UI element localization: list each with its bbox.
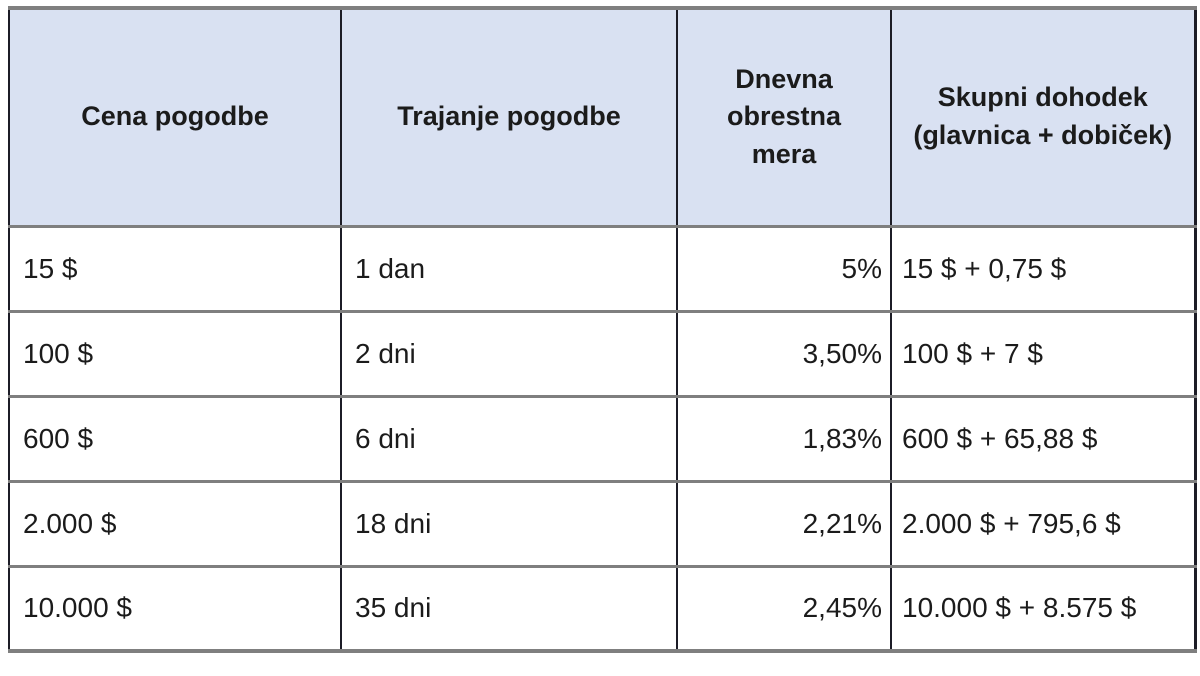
table-cell: 10.000 $ + 8.575 $ xyxy=(890,564,1196,651)
table-cell: 35 dni xyxy=(340,564,678,651)
table-cell: 18 dni xyxy=(340,479,678,566)
table-cell: 6 dni xyxy=(340,394,678,481)
table-cell: 2,45% xyxy=(676,564,892,651)
column-header-skupni-dohodek: Skupni dohodek (glavnica + dobiček) xyxy=(890,8,1196,226)
table-row: 15 $1 dan 5% 15 $ + 0,75 $ xyxy=(8,224,1196,311)
column-header-cena-pogodbe: Cena pogodbe xyxy=(8,8,342,226)
column-header-trajanje-pogodbe: Trajanje pogodbe xyxy=(340,8,678,226)
table-body: 15 $1 dan 5% 15 $ + 0,75 $100 $2 dni 3,50% 1… xyxy=(8,224,1196,651)
table-cell: 600 $ + 65,88 $ xyxy=(890,394,1196,481)
table-row: 10.000 $35 dni 2,45% 10.000 $ + 8.575 $ xyxy=(8,564,1196,651)
table-cell: 2 dni xyxy=(340,309,678,396)
table-cell: 2,21% xyxy=(676,479,892,566)
header-row: Cena pogodbe Trajanje pogodbe Dnevna obr… xyxy=(8,8,1196,226)
contract-pricing-table: Cena pogodbe Trajanje pogodbe Dnevna obr… xyxy=(8,6,1197,653)
table-cell: 600 $ xyxy=(8,394,342,481)
table-cell: 3,50% xyxy=(676,309,892,396)
table-cell: 10.000 $ xyxy=(8,564,342,651)
table-row: 100 $2 dni 3,50% 100 $ + 7 $ xyxy=(8,309,1196,396)
table-cell: 1,83% xyxy=(676,394,892,481)
page: Cena pogodbe Trajanje pogodbe Dnevna obr… xyxy=(8,6,1197,653)
column-header-dnevna-obrestna-mera: Dnevna obrestna mera xyxy=(676,8,892,226)
table-header: Cena pogodbe Trajanje pogodbe Dnevna obr… xyxy=(8,8,1196,226)
table-cell: 2.000 $ xyxy=(8,479,342,566)
table-cell: 5% xyxy=(676,224,892,311)
table-cell: 1 dan xyxy=(340,224,678,311)
table-cell: 15 $ xyxy=(8,224,342,311)
table-row: 2.000 $18 dni 2,21% 2.000 $ + 795,6 $ xyxy=(8,479,1196,566)
column-header-label: Trajanje pogodbe xyxy=(397,101,621,132)
table-cell: 100 $ + 7 $ xyxy=(890,309,1196,396)
column-header-label: Skupni dohodek (glavnica + dobiček) xyxy=(913,82,1173,151)
table-row: 600 $6 dni 1,83% 600 $ + 65,88 $ xyxy=(8,394,1196,481)
table-cell: 100 $ xyxy=(8,309,342,396)
column-header-label: Dnevna obrestna mera xyxy=(726,63,842,170)
table-cell: 2.000 $ + 795,6 $ xyxy=(890,479,1196,566)
column-header-label: Cena pogodbe xyxy=(81,101,269,132)
table-cell: 15 $ + 0,75 $ xyxy=(890,224,1196,311)
